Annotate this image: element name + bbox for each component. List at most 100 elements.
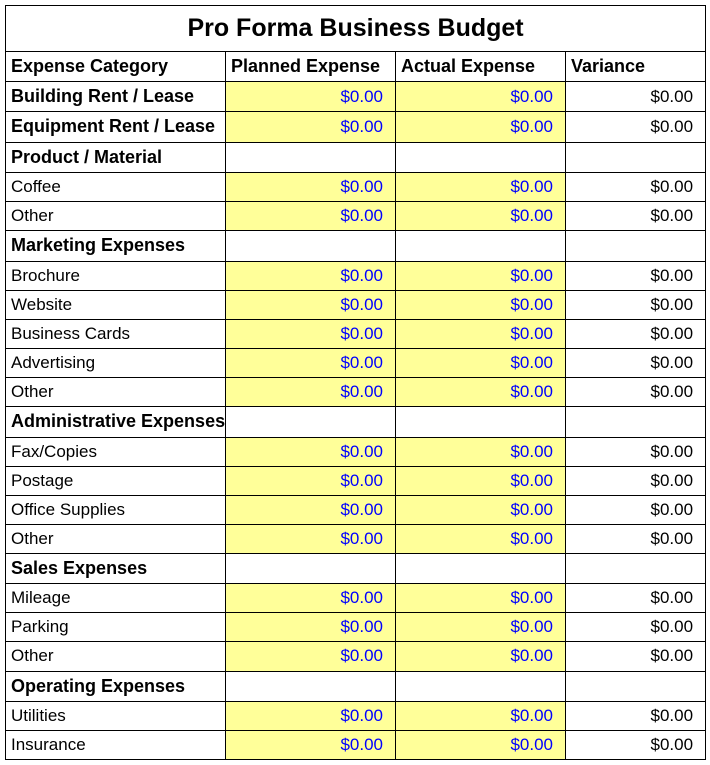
planned-cell[interactable]: $0.00 xyxy=(226,173,396,202)
expense-label: Utilities xyxy=(6,701,226,730)
blank-cell xyxy=(566,231,706,261)
section-label: Administrative Expenses xyxy=(6,407,226,437)
expense-label: Website xyxy=(6,290,226,319)
planned-cell[interactable]: $0.00 xyxy=(226,584,396,613)
variance-cell: $0.00 xyxy=(566,261,706,290)
blank-cell xyxy=(226,671,396,701)
expense-label: Equipment Rent / Lease xyxy=(6,112,226,142)
planned-cell[interactable]: $0.00 xyxy=(226,261,396,290)
planned-cell[interactable]: $0.00 xyxy=(226,378,396,407)
variance-cell: $0.00 xyxy=(566,173,706,202)
variance-cell: $0.00 xyxy=(566,378,706,407)
variance-cell: $0.00 xyxy=(566,731,706,760)
table-row: Other$0.00$0.00$0.00 xyxy=(6,202,706,231)
variance-cell: $0.00 xyxy=(566,319,706,348)
actual-cell[interactable]: $0.00 xyxy=(396,584,566,613)
blank-cell xyxy=(566,142,706,172)
table-row: Office Supplies$0.00$0.00$0.00 xyxy=(6,495,706,524)
planned-cell[interactable]: $0.00 xyxy=(226,81,396,111)
blank-cell xyxy=(396,142,566,172)
blank-cell xyxy=(396,553,566,583)
expense-label: Mileage xyxy=(6,584,226,613)
actual-cell[interactable]: $0.00 xyxy=(396,466,566,495)
budget-table: Pro Forma Business Budget Expense Catego… xyxy=(5,5,706,760)
expense-label: Business Cards xyxy=(6,319,226,348)
actual-cell[interactable]: $0.00 xyxy=(396,731,566,760)
planned-cell[interactable]: $0.00 xyxy=(226,202,396,231)
col-variance: Variance xyxy=(566,51,706,81)
variance-cell: $0.00 xyxy=(566,81,706,111)
section-label: Marketing Expenses xyxy=(6,231,226,261)
actual-cell[interactable]: $0.00 xyxy=(396,261,566,290)
expense-label: Postage xyxy=(6,466,226,495)
blank-cell xyxy=(396,671,566,701)
table-row: Mileage$0.00$0.00$0.00 xyxy=(6,584,706,613)
title-row: Pro Forma Business Budget xyxy=(6,6,706,52)
actual-cell[interactable]: $0.00 xyxy=(396,202,566,231)
table-row: Other$0.00$0.00$0.00 xyxy=(6,642,706,671)
variance-cell: $0.00 xyxy=(566,584,706,613)
table-row: Business Cards$0.00$0.00$0.00 xyxy=(6,319,706,348)
actual-cell[interactable]: $0.00 xyxy=(396,81,566,111)
table-row: Coffee$0.00$0.00$0.00 xyxy=(6,173,706,202)
actual-cell[interactable]: $0.00 xyxy=(396,437,566,466)
expense-label: Building Rent / Lease xyxy=(6,81,226,111)
planned-cell[interactable]: $0.00 xyxy=(226,437,396,466)
planned-cell[interactable]: $0.00 xyxy=(226,524,396,553)
expense-label: Fax/Copies xyxy=(6,437,226,466)
planned-cell[interactable]: $0.00 xyxy=(226,495,396,524)
header-row: Expense Category Planned Expense Actual … xyxy=(6,51,706,81)
planned-cell[interactable]: $0.00 xyxy=(226,701,396,730)
variance-cell: $0.00 xyxy=(566,112,706,142)
variance-cell: $0.00 xyxy=(566,202,706,231)
table-row: Parking$0.00$0.00$0.00 xyxy=(6,613,706,642)
section-label: Sales Expenses xyxy=(6,553,226,583)
actual-cell[interactable]: $0.00 xyxy=(396,495,566,524)
expense-label: Other xyxy=(6,642,226,671)
table-row: Fax/Copies$0.00$0.00$0.00 xyxy=(6,437,706,466)
planned-cell[interactable]: $0.00 xyxy=(226,642,396,671)
actual-cell[interactable]: $0.00 xyxy=(396,112,566,142)
variance-cell: $0.00 xyxy=(566,495,706,524)
actual-cell[interactable]: $0.00 xyxy=(396,701,566,730)
planned-cell[interactable]: $0.00 xyxy=(226,112,396,142)
actual-cell[interactable]: $0.00 xyxy=(396,348,566,377)
variance-cell: $0.00 xyxy=(566,466,706,495)
planned-cell[interactable]: $0.00 xyxy=(226,348,396,377)
planned-cell[interactable]: $0.00 xyxy=(226,466,396,495)
expense-label: Advertising xyxy=(6,348,226,377)
actual-cell[interactable]: $0.00 xyxy=(396,524,566,553)
blank-cell xyxy=(396,231,566,261)
table-row: Building Rent / Lease$0.00$0.00$0.00 xyxy=(6,81,706,111)
table-row: Other$0.00$0.00$0.00 xyxy=(6,378,706,407)
planned-cell[interactable]: $0.00 xyxy=(226,613,396,642)
blank-cell xyxy=(566,671,706,701)
actual-cell[interactable]: $0.00 xyxy=(396,378,566,407)
blank-cell xyxy=(566,407,706,437)
variance-cell: $0.00 xyxy=(566,524,706,553)
table-row: Product / Material xyxy=(6,142,706,172)
expense-label: Coffee xyxy=(6,173,226,202)
table-row: Marketing Expenses xyxy=(6,231,706,261)
planned-cell[interactable]: $0.00 xyxy=(226,731,396,760)
table-row: Equipment Rent / Lease$0.00$0.00$0.00 xyxy=(6,112,706,142)
actual-cell[interactable]: $0.00 xyxy=(396,642,566,671)
expense-label: Insurance xyxy=(6,731,226,760)
section-label: Product / Material xyxy=(6,142,226,172)
planned-cell[interactable]: $0.00 xyxy=(226,290,396,319)
table-row: Postage$0.00$0.00$0.00 xyxy=(6,466,706,495)
expense-label: Parking xyxy=(6,613,226,642)
actual-cell[interactable]: $0.00 xyxy=(396,173,566,202)
variance-cell: $0.00 xyxy=(566,290,706,319)
table-row: Advertising$0.00$0.00$0.00 xyxy=(6,348,706,377)
expense-label: Office Supplies xyxy=(6,495,226,524)
blank-cell xyxy=(396,407,566,437)
blank-cell xyxy=(566,553,706,583)
actual-cell[interactable]: $0.00 xyxy=(396,319,566,348)
variance-cell: $0.00 xyxy=(566,701,706,730)
actual-cell[interactable]: $0.00 xyxy=(396,290,566,319)
planned-cell[interactable]: $0.00 xyxy=(226,319,396,348)
blank-cell xyxy=(226,231,396,261)
section-label: Operating Expenses xyxy=(6,671,226,701)
actual-cell[interactable]: $0.00 xyxy=(396,613,566,642)
